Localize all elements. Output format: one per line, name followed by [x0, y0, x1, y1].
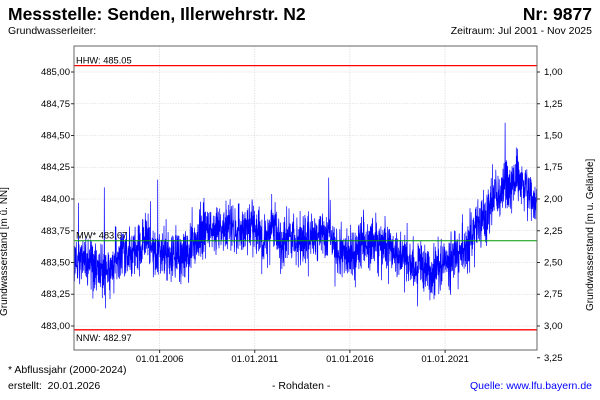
svg-text:484,25: 484,25	[41, 162, 70, 173]
svg-text:HHW: 485.05: HHW: 485.05	[76, 56, 132, 66]
svg-text:2,25: 2,25	[544, 226, 563, 237]
svg-text:483,00: 483,00	[41, 321, 70, 332]
svg-text:2,00: 2,00	[544, 194, 563, 205]
svg-text:483,25: 483,25	[41, 289, 70, 300]
svg-text:484,00: 484,00	[41, 194, 70, 205]
svg-text:1,25: 1,25	[544, 99, 563, 110]
svg-text:483,50: 483,50	[41, 258, 70, 269]
svg-text:01.01.2006: 01.01.2006	[136, 354, 184, 365]
svg-text:484,50: 484,50	[41, 131, 70, 142]
svg-text:1,75: 1,75	[544, 162, 563, 173]
svg-text:2,50: 2,50	[544, 258, 563, 269]
svg-text:483,75: 483,75	[41, 226, 70, 237]
svg-text:3,25: 3,25	[544, 353, 563, 364]
svg-text:485,00: 485,00	[41, 67, 70, 78]
svg-text:1,50: 1,50	[544, 131, 563, 142]
svg-text:01.01.2016: 01.01.2016	[326, 354, 374, 365]
svg-text:2,75: 2,75	[544, 289, 563, 300]
svg-text:1,00: 1,00	[544, 67, 563, 78]
svg-text:01.01.2011: 01.01.2011	[231, 354, 278, 365]
svg-text:MW* 483.67: MW* 483.67	[76, 231, 127, 241]
svg-text:484,75: 484,75	[41, 99, 70, 110]
svg-text:01.01.2021: 01.01.2021	[421, 354, 469, 365]
svg-text:NNW: 482.97: NNW: 482.97	[76, 333, 132, 343]
svg-text:3,00: 3,00	[544, 321, 563, 332]
